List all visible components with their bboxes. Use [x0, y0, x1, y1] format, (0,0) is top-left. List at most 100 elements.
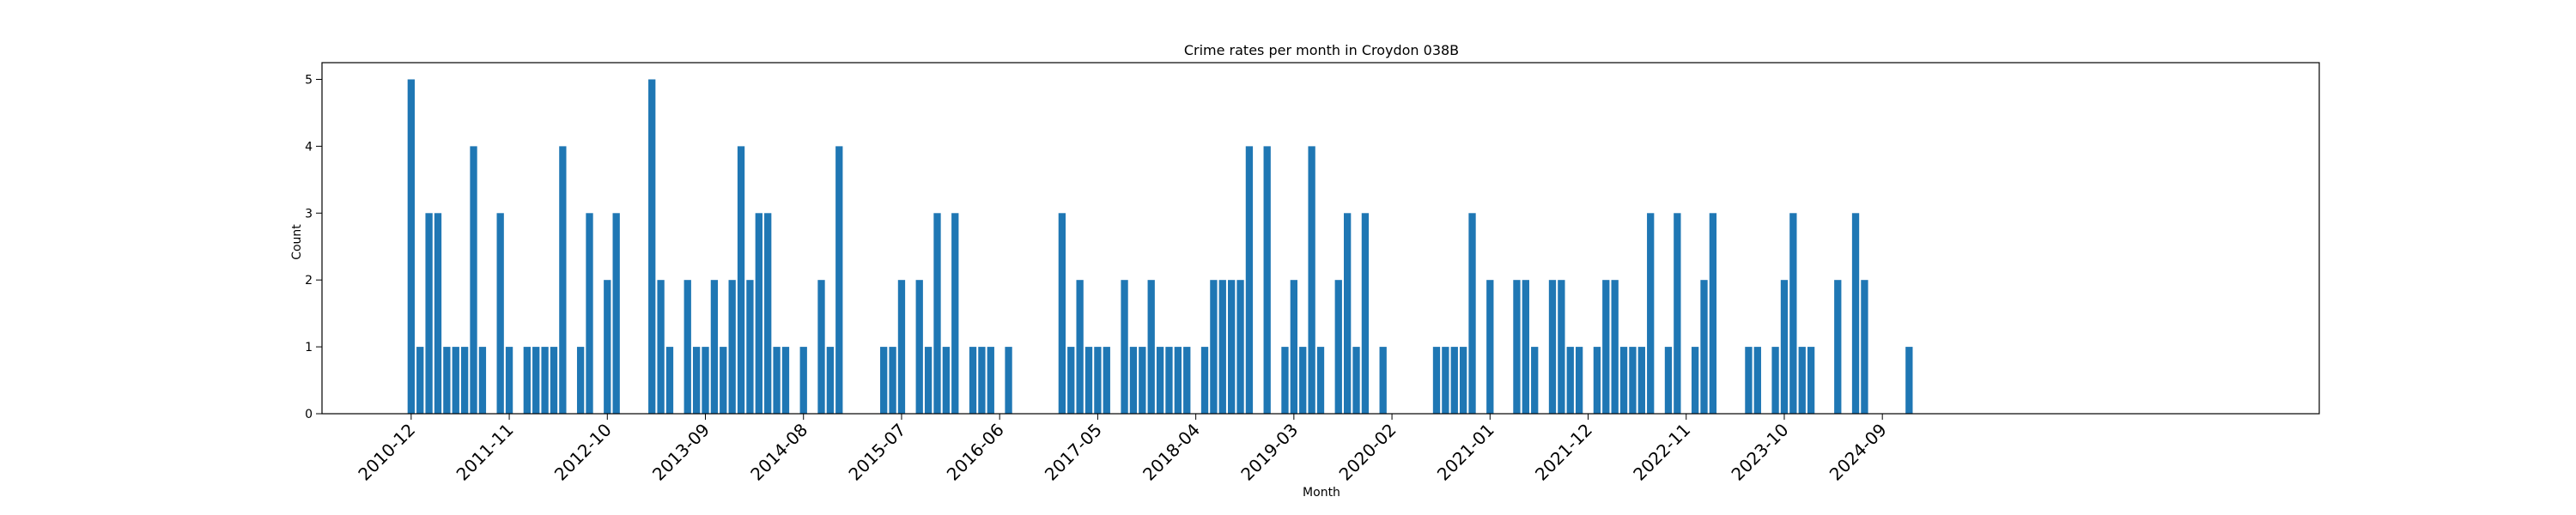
y-tick-label: 4 [305, 140, 313, 154]
bar-2024-04 [1834, 280, 1842, 414]
bar-2015-06 [889, 347, 896, 414]
bar-2022-05 [1629, 347, 1637, 414]
bar-2014-02 [746, 280, 754, 414]
bar-2015-05 [880, 347, 888, 414]
y-axis: 0 1 2 3 4 5 [305, 73, 322, 421]
bar-2014-03 [755, 213, 762, 414]
bar-2019-11 [1361, 213, 1370, 414]
bar-2023-09 [1771, 347, 1779, 414]
bar-2013-09 [702, 347, 709, 414]
bar-2016-01 [951, 213, 959, 414]
bar-2022-07 [1647, 213, 1655, 414]
bar-2019-05 [1308, 146, 1315, 414]
bar-2011-08 [478, 347, 487, 414]
y-tick-label: 3 [305, 207, 313, 221]
bar-2017-12 [1156, 347, 1164, 414]
y-tick-label: 0 [305, 408, 313, 421]
bar-2016-04 [978, 347, 986, 414]
bar-2021-06 [1531, 347, 1539, 414]
bar-2016-05 [987, 347, 994, 414]
bar-2024-07 [1861, 280, 1868, 414]
bar-2018-09 [1236, 280, 1244, 414]
bar-2023-07 [1753, 347, 1761, 414]
bar-2023-02 [1709, 213, 1717, 414]
bar-2011-06 [460, 347, 469, 414]
bar-2023-12 [1798, 347, 1806, 414]
bar-2013-07 [683, 280, 691, 414]
bar-2019-06 [1316, 347, 1325, 414]
bar-2011-02 [425, 213, 433, 414]
bar-2024-12 [1905, 347, 1913, 414]
bar-2017-09 [1129, 347, 1138, 414]
bar-2015-12 [942, 347, 951, 414]
bar-2022-04 [1619, 347, 1628, 414]
bar-2018-12 [1263, 146, 1271, 414]
bar-2016-07 [1005, 347, 1012, 414]
bar-2020-10 [1459, 347, 1467, 414]
bar-2019-09 [1344, 213, 1352, 414]
bar-2024-06 [1851, 213, 1860, 414]
bar-2011-04 [443, 347, 451, 414]
bar-2014-01 [737, 146, 745, 414]
bar-2012-01 [523, 347, 531, 414]
bar-2013-08 [692, 347, 701, 414]
bar-2012-03 [541, 347, 549, 414]
bar-2017-08 [1121, 280, 1128, 414]
bar-2012-05 [559, 146, 567, 414]
bar-2018-07 [1218, 280, 1226, 414]
bar-2017-05 [1094, 347, 1102, 414]
bar-2011-05 [452, 347, 459, 414]
bar-2011-11 [505, 347, 513, 414]
bar-2021-09 [1558, 280, 1565, 414]
bar-2022-10 [1674, 213, 1681, 414]
bar-2015-11 [933, 213, 941, 414]
bar-2020-09 [1450, 347, 1458, 414]
bar-2022-02 [1602, 280, 1610, 414]
bar-2011-07 [470, 146, 477, 414]
bar-2010-12 [407, 79, 415, 414]
y-tick-label: 2 [305, 274, 313, 288]
bar-2015-09 [915, 280, 923, 414]
bar-2020-07 [1432, 347, 1441, 414]
bar-2013-03 [648, 79, 656, 414]
x-axis-label: Month [1303, 486, 1340, 500]
bar-2022-06 [1637, 347, 1645, 414]
bar-2019-03 [1290, 280, 1297, 414]
bar-2021-08 [1548, 280, 1557, 414]
bar-2014-05 [773, 347, 781, 414]
chart-title: Crime rates per month in Croydon 038B [1184, 42, 1459, 58]
y-axis-label: Count [290, 224, 304, 260]
bar-2017-02 [1067, 347, 1075, 414]
bar-2017-04 [1084, 347, 1093, 414]
bar-2023-11 [1789, 213, 1797, 414]
bar-2023-01 [1700, 280, 1708, 414]
bar-2013-11 [720, 347, 727, 414]
bar-2022-12 [1691, 347, 1699, 414]
bar-2012-08 [586, 213, 593, 414]
bar-2014-04 [764, 213, 772, 414]
bar-2012-07 [576, 347, 585, 414]
bars-group [407, 79, 1913, 414]
bar-2021-01 [1486, 280, 1494, 414]
bar-2014-08 [799, 347, 807, 414]
bar-2012-11 [612, 213, 620, 414]
bar-2015-10 [924, 347, 933, 414]
bar-2019-04 [1299, 347, 1307, 414]
bar-2012-02 [532, 347, 540, 414]
bar-2020-01 [1379, 347, 1387, 414]
y-tick-label: 1 [305, 341, 313, 354]
bar-2015-07 [897, 280, 906, 414]
bar-2017-06 [1103, 347, 1110, 414]
bar-2021-10 [1566, 347, 1574, 414]
bar-2018-10 [1245, 146, 1254, 414]
bar-2017-01 [1058, 213, 1066, 414]
y-tick-label: 5 [305, 73, 313, 87]
bar-2013-12 [728, 280, 736, 414]
bar-2018-02 [1174, 347, 1182, 414]
bar-2014-11 [826, 347, 835, 414]
bar-2013-04 [657, 280, 665, 414]
bar-2019-10 [1352, 347, 1360, 414]
bar-2019-08 [1334, 280, 1342, 414]
bar-2019-02 [1281, 347, 1289, 414]
